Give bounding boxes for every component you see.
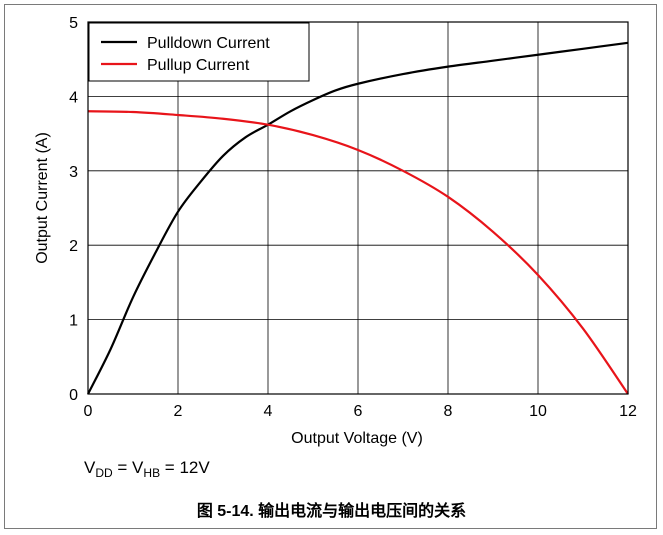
condition-v1-sub: DD [95, 466, 113, 480]
condition-eq: = V [112, 458, 144, 477]
series-layer [87, 41, 629, 395]
x-axis-label: Output Voltage (V) [291, 430, 423, 447]
legend-entry: Pullup Current [147, 57, 250, 74]
x-tick-label: 10 [529, 403, 547, 420]
y-tick-label: 4 [69, 89, 78, 106]
condition-v1: V [84, 458, 96, 477]
x-tick-label: 2 [174, 403, 183, 420]
condition-v2-sub: HB [143, 466, 161, 480]
legend-entry: Pulldown Current [147, 35, 270, 52]
x-tick-label: 4 [264, 403, 273, 420]
figure-frame [4, 4, 657, 529]
x-tick-label: 8 [444, 403, 453, 420]
x-tick-label: 12 [619, 403, 637, 420]
series-line-pullup [87, 110, 629, 395]
legend-box [88, 22, 310, 82]
y-tick-label: 5 [69, 15, 78, 32]
y-tick-label: 1 [69, 313, 78, 330]
series-line-pulldown [87, 41, 629, 395]
x-tick-label: 0 [84, 403, 93, 420]
figure-caption: 图 5-14. 输出电流与输出电压间的关系 [196, 503, 467, 520]
plot-border [87, 21, 629, 395]
condition-value: = 12V [160, 458, 210, 477]
y-tick-label: 0 [69, 387, 78, 404]
y-tick-label: 2 [69, 238, 78, 255]
operating-condition: VDD = VHB = 12V [84, 458, 210, 480]
x-tick-label: 6 [354, 403, 363, 420]
y-tick-label: 3 [69, 164, 78, 181]
legend: Pulldown Current Pullup Current [88, 22, 310, 82]
y-axis-label: Output Current (A) [34, 132, 51, 264]
